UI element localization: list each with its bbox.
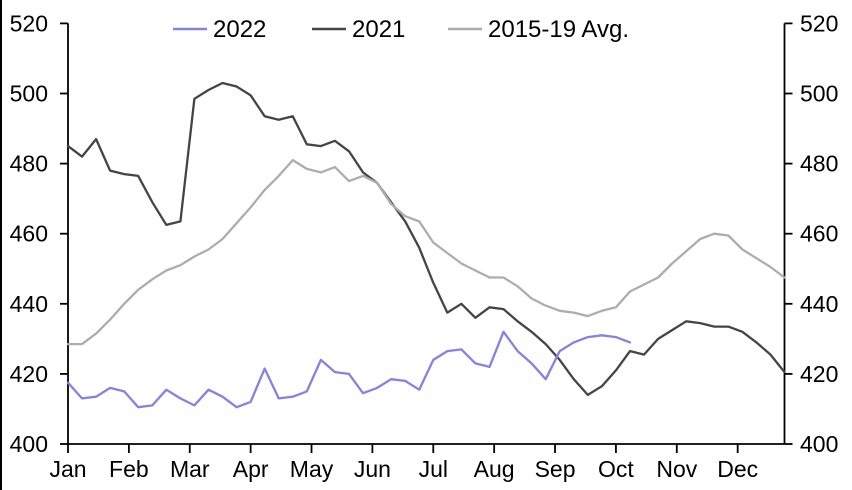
month-label: Aug <box>474 456 515 482</box>
y-tick-label-right: 480 <box>800 151 838 177</box>
y-tick-label-left: 420 <box>10 361 48 387</box>
month-label: Mar <box>170 456 210 482</box>
y-tick-label-right: 460 <box>800 221 838 247</box>
y-tick-label-left: 500 <box>10 81 48 107</box>
series-line-2015-19-avg- <box>66 158 786 346</box>
legend: 2022 2021 2015-19 Avg. <box>173 16 629 43</box>
y-tick-label-right: 500 <box>800 81 838 107</box>
month-label: Jun <box>354 456 391 482</box>
series-line-2021 <box>66 81 786 397</box>
month-label: Jan <box>49 456 86 482</box>
x-axis: Jan Feb Mar Apr May Jun Jul Aug Sep Oct Nov Dec <box>49 443 785 482</box>
y-tick-label-right: 400 <box>800 431 838 457</box>
y-tick-label-left: 520 <box>10 10 48 36</box>
legend-label: 2021 <box>352 16 405 43</box>
y-tick-label-left: 400 <box>10 431 48 457</box>
y-axis-right: 520 500 480 460 440 420 400 <box>783 10 838 457</box>
y-tick-label-right: 440 <box>800 291 838 317</box>
month-label: May <box>290 456 334 482</box>
month-label: Jul <box>419 456 448 482</box>
y-tick-label-right: 420 <box>800 361 838 387</box>
month-label: Sep <box>535 456 576 482</box>
y-tick-label-left: 440 <box>10 291 48 317</box>
month-label: Nov <box>656 456 697 482</box>
y-tick-label-left: 460 <box>10 221 48 247</box>
month-label: Apr <box>233 456 269 482</box>
y-axis-left: 520 500 480 460 440 420 400 <box>10 10 69 457</box>
screenshot-left-border <box>0 0 2 490</box>
series-line-2022 <box>66 330 632 409</box>
y-tick-label-left: 480 <box>10 151 48 177</box>
y-tick-label-right: 520 <box>800 10 838 36</box>
legend-label: 2015-19 Avg. <box>488 16 629 43</box>
legend-label: 2022 <box>213 16 266 43</box>
month-label: Dec <box>717 456 758 482</box>
month-label: Feb <box>109 456 149 482</box>
month-label: Oct <box>598 456 634 482</box>
series-lines <box>66 81 786 409</box>
